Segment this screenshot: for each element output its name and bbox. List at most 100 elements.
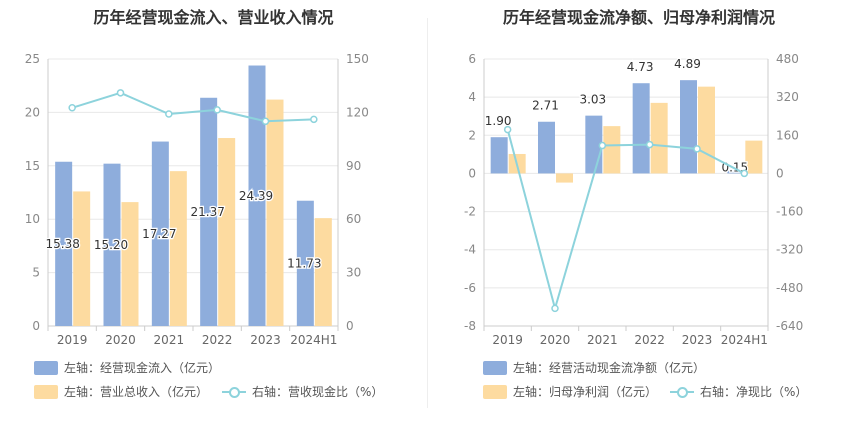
bar bbox=[218, 138, 236, 326]
y-left-tick-label: 0 bbox=[468, 166, 476, 180]
y-left-tick-label: 2 bbox=[468, 128, 476, 142]
bar bbox=[296, 200, 314, 326]
bar bbox=[151, 141, 169, 326]
line-point bbox=[116, 89, 125, 97]
series-line bbox=[506, 129, 745, 313]
bar bbox=[698, 86, 715, 174]
line-point bbox=[503, 125, 512, 134]
chart-2-title: 历年经营现金流净额、归母净利润情况 bbox=[502, 8, 775, 27]
legend-swatch-line bbox=[670, 385, 694, 399]
data-label: 17.27 bbox=[142, 227, 176, 241]
y-left-tick-label: 15 bbox=[25, 159, 40, 173]
bar bbox=[538, 121, 555, 174]
legend-item-cash-inflow[interactable]: 左轴：经营现金流入（亿元） bbox=[34, 359, 220, 376]
bar bbox=[103, 163, 121, 326]
y-right-tick-label: 0 bbox=[346, 319, 354, 333]
y-right-tick-label: -320 bbox=[776, 243, 803, 257]
bar bbox=[680, 80, 697, 174]
legend-item-net-cash-flow[interactable]: 左轴：经营活动现金流净额（亿元） bbox=[483, 359, 705, 376]
data-label: 11.73 bbox=[287, 256, 321, 270]
data-label: 4.89 bbox=[674, 57, 701, 71]
line-point bbox=[310, 115, 318, 124]
y-right-tick-label: 120 bbox=[346, 105, 369, 119]
x-tick-label: 2019 bbox=[492, 333, 523, 347]
y-right-tick-label: 160 bbox=[776, 128, 799, 142]
legend-label: 左轴：经营活动现金流净额（亿元） bbox=[513, 361, 706, 375]
y-right-tick-label: 60 bbox=[346, 212, 361, 226]
legend-label: 左轴：归母净利润（亿元） bbox=[513, 385, 658, 399]
y-left-tick-label: -4 bbox=[464, 243, 476, 257]
line-point bbox=[213, 106, 221, 114]
bar bbox=[200, 97, 218, 326]
y-right-tick-label: 480 bbox=[776, 52, 799, 66]
legend-swatch-blue bbox=[483, 360, 507, 375]
panel-divider bbox=[427, 18, 428, 408]
y-right-tick-label: -160 bbox=[776, 205, 803, 219]
line-point bbox=[261, 117, 270, 126]
bar bbox=[55, 161, 73, 326]
line-point bbox=[598, 141, 607, 150]
bar bbox=[266, 99, 284, 326]
y-left-tick-label: 5 bbox=[32, 266, 40, 280]
y-left-tick-label: -8 bbox=[464, 319, 476, 333]
bar bbox=[632, 83, 650, 174]
y-left-tick-label: 4 bbox=[468, 90, 476, 104]
data-label: 4.73 bbox=[627, 60, 654, 74]
line-point bbox=[68, 104, 76, 112]
bar bbox=[745, 140, 763, 174]
x-tick-label: 2023 bbox=[250, 333, 281, 347]
data-label: 1.90 bbox=[485, 114, 512, 128]
data-label: 3.03 bbox=[579, 93, 606, 107]
bar bbox=[490, 137, 508, 174]
y-right-tick-label: -640 bbox=[776, 319, 803, 333]
bar bbox=[727, 170, 745, 174]
legend-swatch-blue bbox=[34, 360, 58, 375]
bar bbox=[650, 102, 668, 174]
line-point bbox=[740, 169, 749, 178]
y-right-tick-label: 0 bbox=[776, 166, 784, 180]
line-point bbox=[551, 304, 559, 313]
y-right-tick-label: 90 bbox=[346, 159, 361, 173]
y-left-tick-label: 25 bbox=[25, 52, 40, 66]
y-left-tick-label: -6 bbox=[464, 281, 476, 295]
y-left-tick-label: 6 bbox=[468, 52, 476, 66]
y-right-tick-label: 320 bbox=[776, 90, 799, 104]
y-left-tick-label: -2 bbox=[464, 205, 476, 219]
legend-item-revenue[interactable]: 左轴：营业总收入（亿元） bbox=[34, 383, 208, 400]
legend-label: 左轴：营业总收入（亿元） bbox=[64, 385, 209, 399]
x-tick-label: 2022 bbox=[202, 333, 233, 347]
legend-item-net-profit[interactable]: 左轴：归母净利润（亿元） bbox=[483, 383, 657, 400]
data-label: 21.37 bbox=[190, 205, 224, 219]
legend-swatch-line bbox=[222, 385, 246, 399]
x-tick-label: 2019 bbox=[57, 333, 88, 347]
legend-swatch-orange bbox=[34, 384, 58, 399]
x-tick-label: 2021 bbox=[587, 333, 618, 347]
bar bbox=[314, 218, 332, 326]
bar bbox=[248, 65, 266, 326]
legend-label: 右轴：净现比（%） bbox=[700, 385, 808, 399]
x-tick-label: 2020 bbox=[105, 333, 136, 347]
x-tick-label: 2024H1 bbox=[290, 333, 337, 347]
legend-item-net-cash-ratio[interactable]: 右轴：净现比（%） bbox=[670, 383, 807, 400]
line-point bbox=[165, 110, 173, 118]
x-tick-label: 2022 bbox=[634, 333, 665, 347]
y-right-tick-label: -480 bbox=[776, 281, 803, 295]
line-point bbox=[645, 140, 654, 149]
data-label: 15.20 bbox=[94, 238, 128, 252]
legend-swatch-orange bbox=[483, 384, 507, 399]
y-right-tick-label: 150 bbox=[346, 52, 369, 66]
bar bbox=[169, 171, 187, 326]
y-left-tick-label: 0 bbox=[32, 319, 40, 333]
x-tick-label: 2024H1 bbox=[721, 333, 768, 347]
line-point bbox=[693, 145, 701, 153]
x-tick-label: 2021 bbox=[154, 333, 185, 347]
data-label: 24.39 bbox=[239, 189, 273, 203]
bar bbox=[121, 202, 139, 326]
legend-item-revenue-cash-ratio[interactable]: 右轴：营收现金比（%） bbox=[222, 383, 383, 400]
bar bbox=[556, 173, 573, 183]
data-label: 2.71 bbox=[532, 99, 559, 113]
x-tick-label: 2020 bbox=[540, 333, 571, 347]
y-right-tick-label: 30 bbox=[346, 266, 361, 280]
bar bbox=[603, 126, 621, 174]
